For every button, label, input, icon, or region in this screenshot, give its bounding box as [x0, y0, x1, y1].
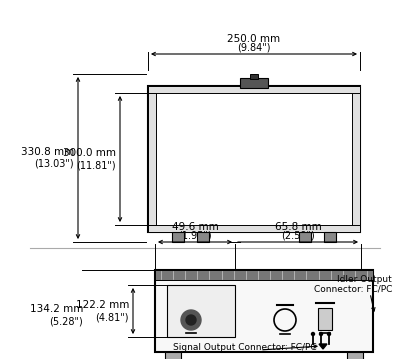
Text: (1.95"): (1.95"): [178, 231, 212, 241]
Bar: [299, 232, 311, 242]
Text: 122.2 mm: 122.2 mm: [76, 300, 129, 310]
Bar: [148, 86, 360, 93]
Text: 250.0 mm: 250.0 mm: [228, 34, 280, 44]
Bar: [165, 352, 181, 359]
Text: Idler Output: Idler Output: [337, 275, 392, 284]
Text: 49.6 mm: 49.6 mm: [172, 222, 218, 232]
Circle shape: [181, 310, 201, 330]
Circle shape: [320, 332, 322, 336]
Bar: [148, 225, 360, 232]
Text: 300.0 mm: 300.0 mm: [63, 148, 116, 158]
Bar: [250, 74, 258, 79]
Bar: [197, 232, 209, 242]
Bar: [148, 86, 156, 232]
Bar: [318, 308, 332, 330]
Bar: [148, 86, 360, 232]
Text: (4.81"): (4.81"): [96, 312, 129, 322]
Text: (13.03"): (13.03"): [34, 159, 74, 169]
Bar: [155, 270, 373, 280]
Bar: [172, 232, 184, 242]
Text: 330.8 mm: 330.8 mm: [21, 147, 74, 157]
Text: Signal Output Connector: FC/PC: Signal Output Connector: FC/PC: [173, 343, 317, 352]
Polygon shape: [319, 344, 327, 349]
Text: 65.8 mm: 65.8 mm: [275, 222, 321, 232]
Circle shape: [312, 332, 314, 336]
Bar: [324, 232, 336, 242]
Text: 134.2 mm: 134.2 mm: [30, 304, 83, 314]
Bar: [167, 285, 235, 337]
Circle shape: [328, 332, 330, 336]
Text: (2.59"): (2.59"): [281, 231, 315, 241]
Text: (11.81"): (11.81"): [76, 160, 116, 170]
Bar: [347, 352, 363, 359]
Bar: [352, 86, 360, 232]
Text: (9.84"): (9.84"): [237, 42, 271, 52]
Bar: [155, 270, 373, 352]
Text: Connector: FC/PC: Connector: FC/PC: [314, 284, 392, 293]
Text: (5.28"): (5.28"): [49, 316, 83, 326]
Bar: [240, 78, 268, 88]
Circle shape: [186, 315, 196, 325]
